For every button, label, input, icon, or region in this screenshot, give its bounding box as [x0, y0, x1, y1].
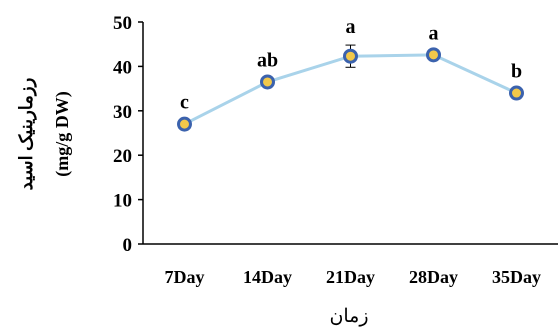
significance-label: ab: [257, 49, 278, 71]
x-tick-label: 14Day: [243, 267, 292, 287]
y-tick-label: 30: [113, 102, 132, 123]
x-tick-label: 35Day: [492, 267, 541, 287]
x-tick-label: 7Day: [165, 267, 205, 287]
y-ticks: 0 10 20 30 40 50: [113, 13, 143, 256]
y-tick-label: 40: [113, 57, 132, 78]
y-tick-label: 10: [113, 191, 132, 212]
x-tick-label: 28Day: [409, 267, 458, 287]
significance-label: a: [346, 16, 356, 38]
y-axis-unit: (mg/g DW): [52, 91, 73, 176]
data-point: [177, 116, 192, 132]
significance-label: a: [429, 23, 439, 45]
y-tick-label: 0: [123, 235, 133, 256]
y-tick-label: 50: [113, 13, 132, 34]
data-point: [426, 47, 441, 63]
significance-label: c: [180, 92, 189, 114]
data-point: [343, 48, 358, 64]
data-point: [509, 85, 524, 101]
x-axis-label: زمان: [329, 306, 368, 327]
data-point: [260, 74, 275, 90]
x-ticks: 7Day 14Day 21Day 28Day 35Day: [165, 267, 542, 287]
significance-label: b: [511, 60, 522, 82]
y-tick-label: 20: [113, 146, 132, 167]
y-axis-label: رزمارینیک اسید: [16, 78, 37, 191]
axes: [142, 22, 558, 245]
x-tick-label: 21Day: [326, 267, 375, 287]
y-axis-title: رزمارینیک اسید (mg/g DW): [16, 78, 73, 191]
